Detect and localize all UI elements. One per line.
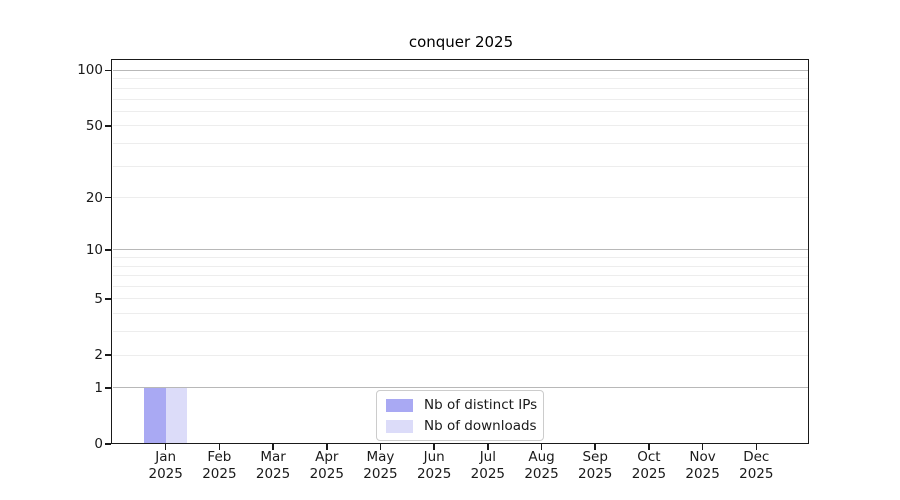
gridline-minor	[113, 165, 809, 167]
gridline-minor	[113, 125, 809, 127]
x-tick-mark	[379, 444, 382, 450]
legend-label-distinct-ips: Nb of distinct IPs	[424, 397, 538, 413]
plot-frame	[111, 59, 809, 444]
x-tick-label: Mar 2025	[255, 449, 291, 482]
x-tick-label: Jul 2025	[470, 449, 506, 482]
gridline-minor	[113, 298, 809, 300]
x-tick-mark	[487, 444, 489, 450]
y-tick-label: 0	[94, 436, 103, 452]
x-tick-label: Sep 2025	[578, 449, 613, 482]
y-tick-mark	[105, 354, 111, 356]
chart-title: conquer 2025	[408, 33, 514, 51]
gridline-minor	[113, 331, 809, 333]
bar-downloads	[165, 387, 188, 444]
x-tick-mark	[325, 444, 328, 450]
y-tick-label: 100	[77, 62, 103, 79]
y-tick-mark	[105, 196, 111, 199]
gridline-minor	[113, 286, 809, 288]
x-tick-mark	[433, 444, 435, 450]
y-tick-mark	[105, 249, 111, 251]
x-tick-label: Apr 2025	[309, 449, 344, 482]
x-tick-mark	[594, 444, 597, 450]
y-tick-label: 2	[94, 347, 103, 364]
x-tick-label: Jan 2025	[148, 449, 183, 482]
x-tick-label: May 2025	[363, 449, 398, 482]
gridline-minor	[113, 275, 809, 277]
y-tick-label: 5	[94, 290, 103, 307]
gridline-minor	[113, 354, 809, 356]
x-tick-mark	[701, 444, 704, 450]
gridline-minor	[113, 110, 809, 112]
y-tick-mark	[105, 387, 111, 389]
gridline-minor	[113, 313, 809, 315]
gridline-minor	[113, 78, 809, 80]
legend-swatch-downloads-icon	[386, 419, 413, 433]
gridline-minor	[113, 265, 809, 267]
x-tick-label: Dec 2025	[739, 449, 774, 482]
legend: Nb of distinct IPs Nb of downloads	[376, 390, 544, 441]
y-tick-label: 50	[85, 117, 103, 134]
x-tick-mark	[272, 444, 274, 450]
gridline-major	[113, 387, 809, 389]
gridline-minor	[113, 87, 809, 89]
x-tick-label: Feb 2025	[202, 449, 237, 482]
legend-label-downloads: Nb of downloads	[424, 418, 537, 434]
legend-entry: Nb of distinct IPs	[386, 397, 538, 413]
gridline-minor	[113, 142, 809, 144]
y-tick-mark	[105, 298, 111, 300]
x-tick-label: Aug 2025	[524, 449, 559, 482]
x-tick-mark	[648, 444, 650, 450]
gridline-minor	[113, 197, 809, 199]
bar-distinct-ips	[144, 387, 166, 444]
x-tick-label: Oct 2025	[631, 449, 667, 482]
x-tick-mark	[755, 444, 758, 450]
legend-entry: Nb of downloads	[386, 418, 537, 434]
x-tick-mark	[164, 444, 167, 450]
x-tick-label: Nov 2025	[685, 449, 720, 482]
gridline-minor	[113, 257, 809, 259]
y-tick-mark	[105, 124, 111, 127]
x-tick-mark	[540, 444, 543, 450]
legend-swatch-distinct-ips-icon	[386, 398, 413, 412]
x-tick-label: Jun 2025	[416, 449, 452, 482]
y-tick-label: 1	[94, 379, 103, 396]
y-tick-label: 20	[85, 189, 103, 206]
y-tick-label: 10	[85, 241, 103, 258]
y-tick-mark	[105, 69, 111, 72]
gridline-major	[113, 249, 809, 251]
gridline-minor	[113, 98, 809, 100]
x-tick-mark	[218, 444, 221, 450]
gridline-major	[113, 69, 809, 71]
y-tick-mark	[105, 443, 111, 445]
